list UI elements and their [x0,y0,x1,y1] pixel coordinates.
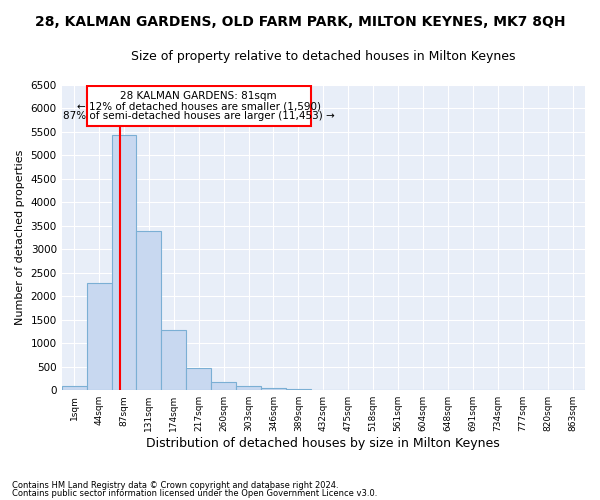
Y-axis label: Number of detached properties: Number of detached properties [15,150,25,326]
Bar [62,386,86,390]
Text: 87% of semi-detached houses are larger (11,453) →: 87% of semi-detached houses are larger (… [63,111,335,121]
Text: ← 12% of detached houses are smaller (1,590): ← 12% of detached houses are smaller (1,… [77,101,321,111]
Bar [112,135,136,390]
Text: 28 KALMAN GARDENS: 81sqm: 28 KALMAN GARDENS: 81sqm [121,91,277,101]
Title: Size of property relative to detached houses in Milton Keynes: Size of property relative to detached ho… [131,50,515,63]
Bar [136,232,161,390]
Bar [86,283,112,390]
Bar [211,382,236,390]
Text: Contains public sector information licensed under the Open Government Licence v3: Contains public sector information licen… [12,488,377,498]
Bar [161,330,186,390]
Bar [186,368,211,390]
Text: Contains HM Land Registry data © Crown copyright and database right 2024.: Contains HM Land Registry data © Crown c… [12,481,338,490]
Bar [261,388,286,390]
X-axis label: Distribution of detached houses by size in Milton Keynes: Distribution of detached houses by size … [146,437,500,450]
FancyBboxPatch shape [86,86,311,126]
Text: 28, KALMAN GARDENS, OLD FARM PARK, MILTON KEYNES, MK7 8QH: 28, KALMAN GARDENS, OLD FARM PARK, MILTO… [35,15,565,29]
Bar [236,386,261,390]
